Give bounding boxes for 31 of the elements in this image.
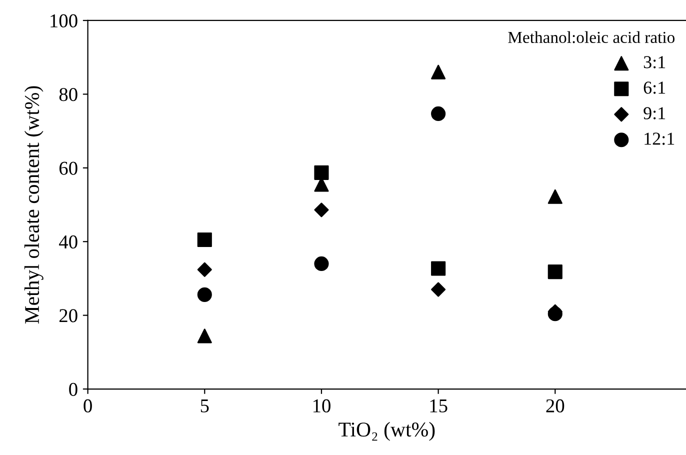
point [548, 189, 562, 204]
legend-label: 12:1 [644, 132, 674, 145]
point [431, 282, 446, 297]
legend-label: 9:1 [644, 107, 666, 120]
y-tick-label: 60 [59, 162, 78, 175]
point [197, 328, 212, 344]
y-tick-label: 40 [59, 235, 78, 249]
x-tick-label: 20 [546, 399, 564, 412]
point [314, 256, 329, 271]
point [197, 262, 212, 277]
y-tick-label: 80 [59, 88, 78, 102]
point [548, 264, 562, 280]
point [431, 64, 446, 80]
point [431, 261, 446, 276]
x-tick-label: 0 [84, 399, 92, 412]
x-axis-title: TiO₂ (wt%) [338, 422, 435, 441]
x-tick-label: 5 [200, 400, 209, 412]
point [197, 287, 212, 302]
point [431, 106, 446, 121]
legend-title: Methanol:oleic acid ratio [508, 31, 675, 44]
x-tick-label: 15 [430, 399, 448, 412]
y-tick-label: 0 [69, 382, 78, 396]
point [197, 232, 212, 248]
legend-label: 6:1 [644, 82, 666, 94]
point [314, 202, 329, 218]
y-tick-label: 100 [50, 14, 78, 28]
y-tick-label: 20 [59, 309, 78, 322]
y-axis-title: Methyl oleate content (wt%) [24, 86, 44, 324]
x-tick-label: 10 [313, 399, 330, 412]
legend-label: 3:1 [644, 56, 666, 68]
point [314, 165, 329, 180]
